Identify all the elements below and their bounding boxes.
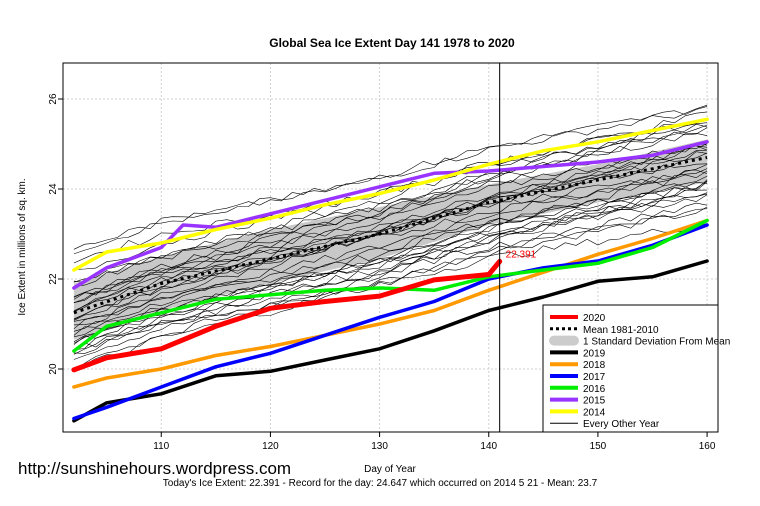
- axis-ticks: 110 120 130 140 150 160 20 22 24 26: [48, 93, 716, 452]
- legend-label: 2015: [583, 396, 606, 407]
- x-tick-label-150: 150: [590, 441, 607, 452]
- x-tick-label-110: 110: [153, 441, 169, 452]
- every-other-year-line: [73, 189, 708, 355]
- every-other-year-line: [73, 123, 708, 312]
- legend-label: 2014: [583, 407, 606, 418]
- x-axis-label: Day of Year: [364, 464, 416, 475]
- current-day-marker: 22.391: [499, 63, 537, 432]
- every-other-year-line: [73, 122, 708, 300]
- y-tick-label-24: 24: [48, 183, 59, 195]
- every-other-year-line: [73, 168, 708, 351]
- legend-label: 2018: [583, 360, 606, 371]
- legend-label: Mean 1981-2010: [583, 325, 659, 336]
- every-other-year-line: [73, 104, 708, 255]
- x-tick-label-140: 140: [480, 441, 497, 452]
- every-other-year-line: [73, 194, 708, 338]
- y-tick-label-26: 26: [48, 93, 59, 105]
- every-other-year-line: [73, 106, 708, 250]
- x-tick-label-130: 130: [371, 441, 388, 452]
- series-line-2018: [72, 218, 709, 389]
- series-line-2014: [72, 117, 709, 272]
- series-lines: [71, 117, 709, 423]
- every-other-year-line: [73, 132, 708, 283]
- series-line-2017: [72, 223, 709, 421]
- every-other-year-line: [73, 145, 708, 297]
- legend-swatch: [549, 335, 579, 346]
- legend-label: 1 Standard Deviation From Mean: [583, 337, 730, 348]
- every-other-year-line: [73, 175, 708, 322]
- series-line-2019: [72, 259, 709, 423]
- every-other-year-line: [73, 181, 708, 371]
- legend-label: 2019: [583, 348, 606, 359]
- y-tick-label-20: 20: [48, 363, 59, 375]
- legend-label: 2020: [583, 313, 606, 324]
- legend-label: 2017: [583, 372, 606, 383]
- every-other-year-line: [73, 206, 708, 360]
- every-other-year-line: [73, 111, 708, 287]
- watermark-url[interactable]: http://sunshinehours.wordpress.com: [18, 459, 292, 478]
- every-other-year-line: [73, 127, 708, 264]
- x-tick-label-160: 160: [699, 441, 716, 452]
- every-other-year-line: [73, 164, 708, 330]
- y-axis-label: Ice Extent in millions of sq. km.: [17, 178, 28, 315]
- legend-label: Every Other Year: [583, 419, 660, 430]
- legend-label: 2016: [583, 384, 606, 395]
- every-other-year-line: [73, 169, 708, 298]
- current-value-label: 22.391: [506, 249, 537, 260]
- series-line-2020: [71, 258, 503, 373]
- y-tick-label-22: 22: [48, 273, 59, 285]
- every-other-year-line: [73, 180, 708, 345]
- footer-summary: Today's Ice Extent: 22.391 - Record for …: [162, 478, 598, 489]
- every-other-year-line: [73, 202, 708, 369]
- x-tick-label-120: 120: [262, 441, 279, 452]
- every-other-year-line: [73, 151, 708, 321]
- every-other-year-line: [73, 170, 708, 312]
- plot-frame: [62, 62, 719, 433]
- every-other-year-line: [73, 163, 708, 303]
- chart-title: Global Sea Ice Extent Day 141 1978 to 20…: [269, 36, 515, 50]
- series-line-2016: [72, 218, 709, 353]
